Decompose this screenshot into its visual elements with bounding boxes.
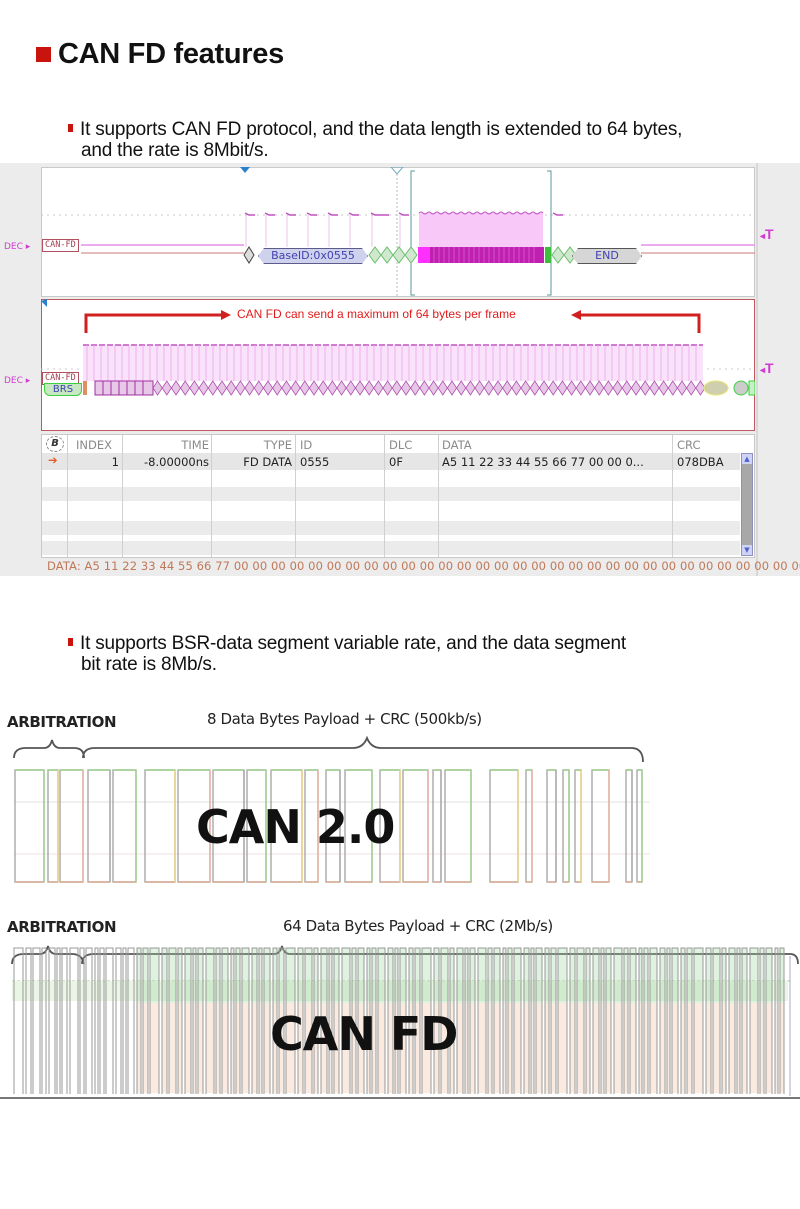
waveform-zoomed-svg xyxy=(41,299,755,396)
end-field[interactable]: END xyxy=(572,248,642,264)
cell-crc: 078DBA xyxy=(677,455,724,469)
cell-id: 0555 xyxy=(300,455,330,469)
scroll-up-icon[interactable]: ▲ xyxy=(742,454,752,464)
bullet-text-line2: bit rate is 8Mb/s. xyxy=(81,654,217,675)
cell-index: 1 xyxy=(111,455,119,469)
table-row-stripe xyxy=(42,541,740,555)
cell-data: A5 11 22 33 44 55 66 77 00 00 0... xyxy=(442,455,644,469)
section-heading: CAN FD features xyxy=(36,38,284,71)
canfd-payload-label: 64 Data Bytes Payload + CRC (2Mb/s) xyxy=(283,917,553,935)
bullet-text-line2: and the rate is 8Mbit/s. xyxy=(81,140,269,161)
bullet-text-line1: It supports CAN FD protocol, and the dat… xyxy=(80,119,683,140)
table-scrollbar[interactable]: ▲ ▼ xyxy=(741,453,753,556)
column-header-index[interactable]: INDEX xyxy=(76,438,112,452)
bus-icon[interactable]: B xyxy=(46,436,64,452)
canfd-arbitration-label: ARBITRATION xyxy=(7,918,117,936)
heading-bullet-icon xyxy=(36,47,51,62)
table-row-stripe xyxy=(42,521,740,535)
feature-bullet-1: It supports CAN FD protocol, and the dat… xyxy=(68,119,682,161)
column-header-type[interactable]: TYPE xyxy=(263,438,292,452)
column-header-crc[interactable]: CRC xyxy=(677,438,701,452)
current-row-arrow-icon: ➔ xyxy=(48,453,58,467)
waveform-overview-svg xyxy=(41,167,755,297)
decode-table: B INDEX TIME TYPE ID DLC DATA CRC ➔ 1 -8… xyxy=(41,434,755,558)
protocol-tag: CAN-FD xyxy=(42,239,79,252)
column-header-data[interactable]: DATA xyxy=(442,438,472,452)
trigger-marker-2[interactable]: ◂T xyxy=(760,360,774,376)
canfd-title: CAN FD xyxy=(270,1007,458,1061)
trigger-marker[interactable]: ◂T xyxy=(760,226,774,242)
can20-payload-label: 8 Data Bytes Payload + CRC (500kb/s) xyxy=(207,710,482,728)
bullet-text-line1: It supports BSR-data segment variable ra… xyxy=(80,633,626,654)
column-header-id[interactable]: ID xyxy=(300,438,313,452)
scroll-down-icon[interactable]: ▼ xyxy=(742,545,752,555)
annotation-max-bytes: CAN FD can send a maximum of 64 bytes pe… xyxy=(237,307,516,321)
brs-field[interactable]: BRS xyxy=(44,383,82,396)
page-title: CAN FD features xyxy=(58,38,284,70)
channel-label-dec-2: DEC ▸ xyxy=(4,376,31,386)
data-detail-line: DATA: A5 11 22 33 44 55 66 77 00 00 00 0… xyxy=(47,559,800,573)
table-row-selected[interactable] xyxy=(42,453,740,470)
can20-arbitration-label: ARBITRATION xyxy=(7,713,117,731)
channel-label-dec: DEC ▸ xyxy=(4,242,31,252)
bottom-rule xyxy=(0,1097,800,1099)
column-header-dlc[interactable]: DLC xyxy=(389,438,413,452)
waveform-panel-overview xyxy=(41,167,755,297)
can20-title: CAN 2.0 xyxy=(196,800,395,854)
cell-time: -8.00000ns xyxy=(144,455,209,469)
base-id-field[interactable]: BaseID:0x0555 xyxy=(258,248,368,264)
table-row-stripe xyxy=(42,487,740,501)
column-header-time[interactable]: TIME xyxy=(181,438,209,452)
bullet-icon xyxy=(68,124,73,132)
canfd-waveform xyxy=(11,945,799,1096)
cell-dlc: 0F xyxy=(389,455,403,469)
cell-type: FD DATA xyxy=(243,455,292,469)
divider xyxy=(756,163,758,576)
can20-waveform xyxy=(13,735,650,883)
feature-bullet-2: It supports BSR-data segment variable ra… xyxy=(68,633,626,675)
bullet-icon xyxy=(68,638,73,646)
